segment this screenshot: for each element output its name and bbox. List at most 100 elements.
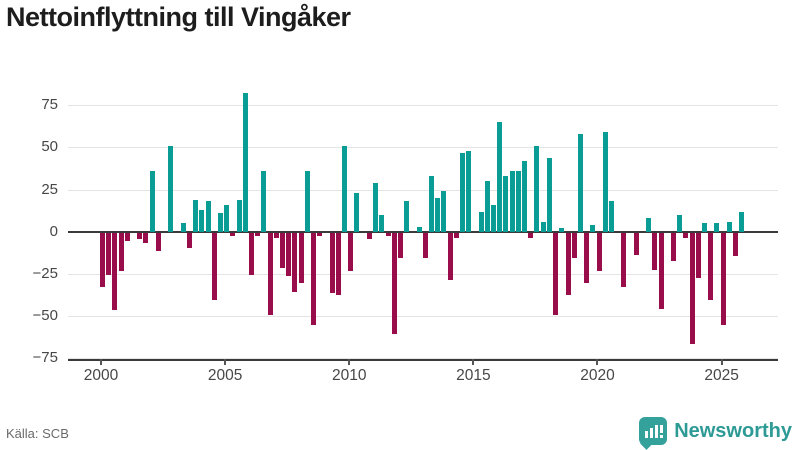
bar <box>484 181 490 232</box>
bar <box>149 171 155 232</box>
bar <box>366 232 372 240</box>
bar <box>671 232 676 262</box>
zero-line <box>68 230 778 233</box>
chart-title: Nettoinflyttning till Vingåker <box>6 2 351 32</box>
bar <box>143 232 149 243</box>
x-axis-tick <box>348 358 351 365</box>
bar <box>304 171 310 232</box>
bar <box>112 232 118 311</box>
newsworthy-badge-icon <box>639 417 668 450</box>
bar <box>708 232 714 301</box>
bar <box>342 145 347 232</box>
bar <box>590 225 596 232</box>
bar <box>397 232 403 258</box>
bar <box>335 232 341 296</box>
x-axis-label: 2015 <box>456 366 491 384</box>
bar <box>168 145 174 232</box>
bar <box>491 204 496 232</box>
bar <box>515 171 521 232</box>
bar <box>621 232 627 287</box>
bar <box>453 232 459 238</box>
bar <box>217 213 223 232</box>
x-axis-tick <box>596 358 599 365</box>
y-axis-label: −50 <box>32 307 58 324</box>
bar <box>733 232 738 257</box>
y-axis-label: −25 <box>32 264 58 282</box>
bar <box>633 232 639 255</box>
x-axis-tick <box>224 358 227 365</box>
bar <box>124 232 130 242</box>
gridline <box>68 316 778 317</box>
bar <box>695 232 701 279</box>
gridline <box>68 147 778 149</box>
bar <box>211 232 217 301</box>
bar <box>596 232 602 272</box>
bar <box>354 192 360 232</box>
bar <box>726 221 732 232</box>
x-axis-label: 2010 <box>331 366 367 384</box>
bar <box>739 211 745 232</box>
bar <box>186 232 192 248</box>
y-axis-label: 50 <box>41 138 58 156</box>
bar <box>255 232 261 237</box>
bar <box>441 191 447 232</box>
bar <box>447 232 453 280</box>
bar <box>106 232 112 275</box>
bar <box>391 232 397 334</box>
bar <box>193 199 199 232</box>
bar <box>329 232 335 294</box>
y-axis-label: 0 <box>49 222 58 240</box>
bar <box>702 223 707 232</box>
gridline <box>68 105 778 107</box>
bar <box>118 232 124 272</box>
bar <box>205 201 211 232</box>
bar <box>404 201 410 232</box>
x-axis-label: 2025 <box>704 366 739 384</box>
bar <box>435 198 441 232</box>
bar <box>199 209 205 232</box>
bar <box>416 226 422 232</box>
bar <box>459 152 465 232</box>
y-axis-label: −75 <box>32 349 58 367</box>
bar <box>242 93 248 232</box>
bar <box>577 133 583 232</box>
bar <box>292 232 298 292</box>
bar <box>497 122 503 232</box>
bar <box>428 176 434 232</box>
bar <box>658 232 664 309</box>
gridline <box>68 189 778 191</box>
bar <box>273 232 279 238</box>
bar <box>565 232 571 296</box>
bar <box>267 232 273 316</box>
x-axis-label: 2005 <box>207 366 243 384</box>
y-axis-label: 25 <box>41 180 58 198</box>
bar <box>646 218 652 232</box>
bar <box>100 232 105 287</box>
bar <box>379 214 385 232</box>
bar <box>385 232 391 237</box>
newsworthy-logo: Newsworthy <box>639 415 792 450</box>
y-axis-label: 75 <box>41 96 58 114</box>
bar <box>286 232 292 277</box>
bar <box>559 228 565 232</box>
bar <box>311 232 316 326</box>
bar <box>720 232 726 326</box>
bar <box>553 232 558 316</box>
bar <box>677 214 683 232</box>
bar <box>571 232 577 258</box>
bar <box>317 232 323 237</box>
newsworthy-wordmark: Newsworthy <box>674 419 792 442</box>
x-axis-line <box>68 358 778 361</box>
bar <box>466 150 472 232</box>
bar <box>652 232 658 270</box>
x-axis-label: 2020 <box>580 366 615 384</box>
bar <box>422 232 428 258</box>
bar <box>280 232 285 269</box>
bar <box>224 204 230 232</box>
bar <box>137 232 143 240</box>
bar <box>509 171 515 232</box>
bar <box>503 176 509 232</box>
bar <box>373 182 379 232</box>
gridline <box>68 273 778 275</box>
